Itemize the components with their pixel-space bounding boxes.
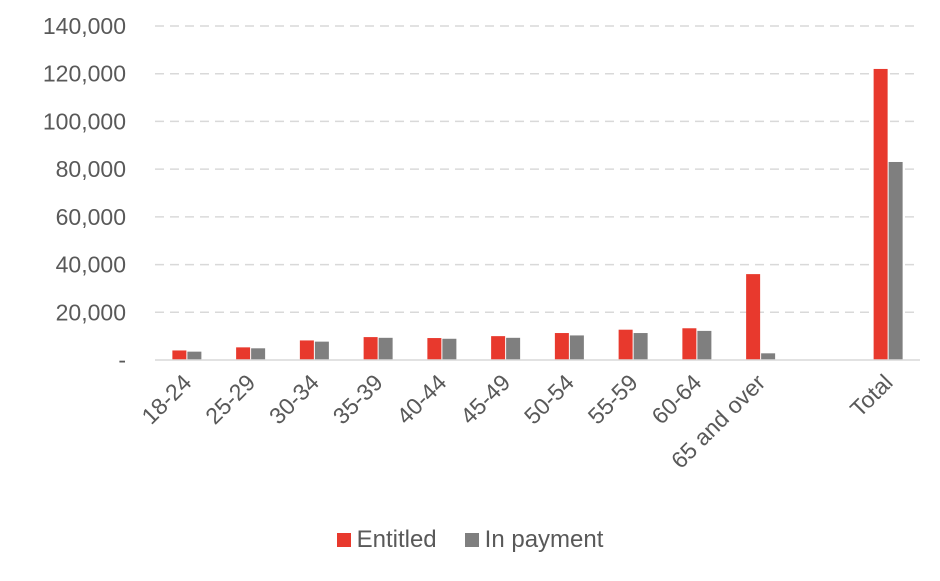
bar-entitled xyxy=(746,274,761,360)
bar-entitled xyxy=(236,347,251,360)
legend-label-in-payment: In payment xyxy=(484,526,604,553)
bar-in-payment xyxy=(697,330,712,360)
gridlines xyxy=(155,25,920,314)
x-tick-label: 55-59 xyxy=(583,369,643,429)
y-axis-ticks: - 20,000 40,000 60,000 80,000 100,000 120,000 1… xyxy=(43,13,126,373)
x-tick-label: 60-64 xyxy=(646,369,706,429)
bar-in-payment xyxy=(888,161,903,360)
x-tick-label: 18-24 xyxy=(136,369,196,429)
y-tick-label: 80,000 xyxy=(56,156,126,182)
y-tick-label: - xyxy=(118,347,126,373)
y-tick-label: 100,000 xyxy=(43,108,126,134)
bar-in-payment xyxy=(314,341,329,360)
bar-entitled xyxy=(172,350,187,360)
bar-in-payment xyxy=(378,337,393,360)
y-tick-label: 140,000 xyxy=(43,13,126,39)
bar-in-payment xyxy=(442,338,457,360)
x-tick-label: 40-44 xyxy=(391,369,451,429)
y-tick-label: 40,000 xyxy=(56,252,126,278)
x-tick-label: 50-54 xyxy=(519,369,579,429)
bar-entitled xyxy=(873,68,888,360)
x-tick-label: 25-29 xyxy=(200,369,260,429)
legend: Entitled In payment xyxy=(0,526,940,554)
x-tick-label: 30-34 xyxy=(264,369,324,429)
bar-in-payment xyxy=(569,335,584,360)
bar-in-payment xyxy=(187,351,202,360)
legend-swatch-entitled xyxy=(336,533,351,547)
x-axis-ticks: 18-24 25-29 30-34 35-39 40-44 45-49 50-54 55-59… xyxy=(136,369,897,474)
bar-entitled xyxy=(618,329,633,360)
bar-entitled xyxy=(299,340,314,360)
bar-in-payment xyxy=(506,337,521,360)
x-tick-label: 45-49 xyxy=(455,369,515,429)
x-tick-label: 35-39 xyxy=(328,369,388,429)
bar-entitled xyxy=(491,336,506,360)
bar-in-payment xyxy=(761,353,776,360)
y-tick-label: 20,000 xyxy=(56,299,126,325)
y-tick-label: 60,000 xyxy=(56,204,126,230)
legend-label-entitled: Entitled xyxy=(356,526,437,553)
bar-entitled xyxy=(427,338,442,360)
bar-entitled xyxy=(363,337,378,360)
legend-item-entitled: Entitled xyxy=(336,526,437,554)
legend-swatch-in-payment xyxy=(464,533,479,547)
bar-in-payment xyxy=(251,348,266,360)
y-tick-label: 120,000 xyxy=(43,61,126,87)
bar-in-payment xyxy=(633,333,648,360)
x-tick-label: Total xyxy=(845,369,898,422)
bar-entitled xyxy=(682,328,697,360)
bar-chart: - 20,000 40,000 60,000 80,000 100,000 120,000 1… xyxy=(43,13,920,474)
bar-entitled xyxy=(554,333,569,360)
bars xyxy=(172,68,903,360)
legend-item-in-payment: In payment xyxy=(464,526,604,554)
